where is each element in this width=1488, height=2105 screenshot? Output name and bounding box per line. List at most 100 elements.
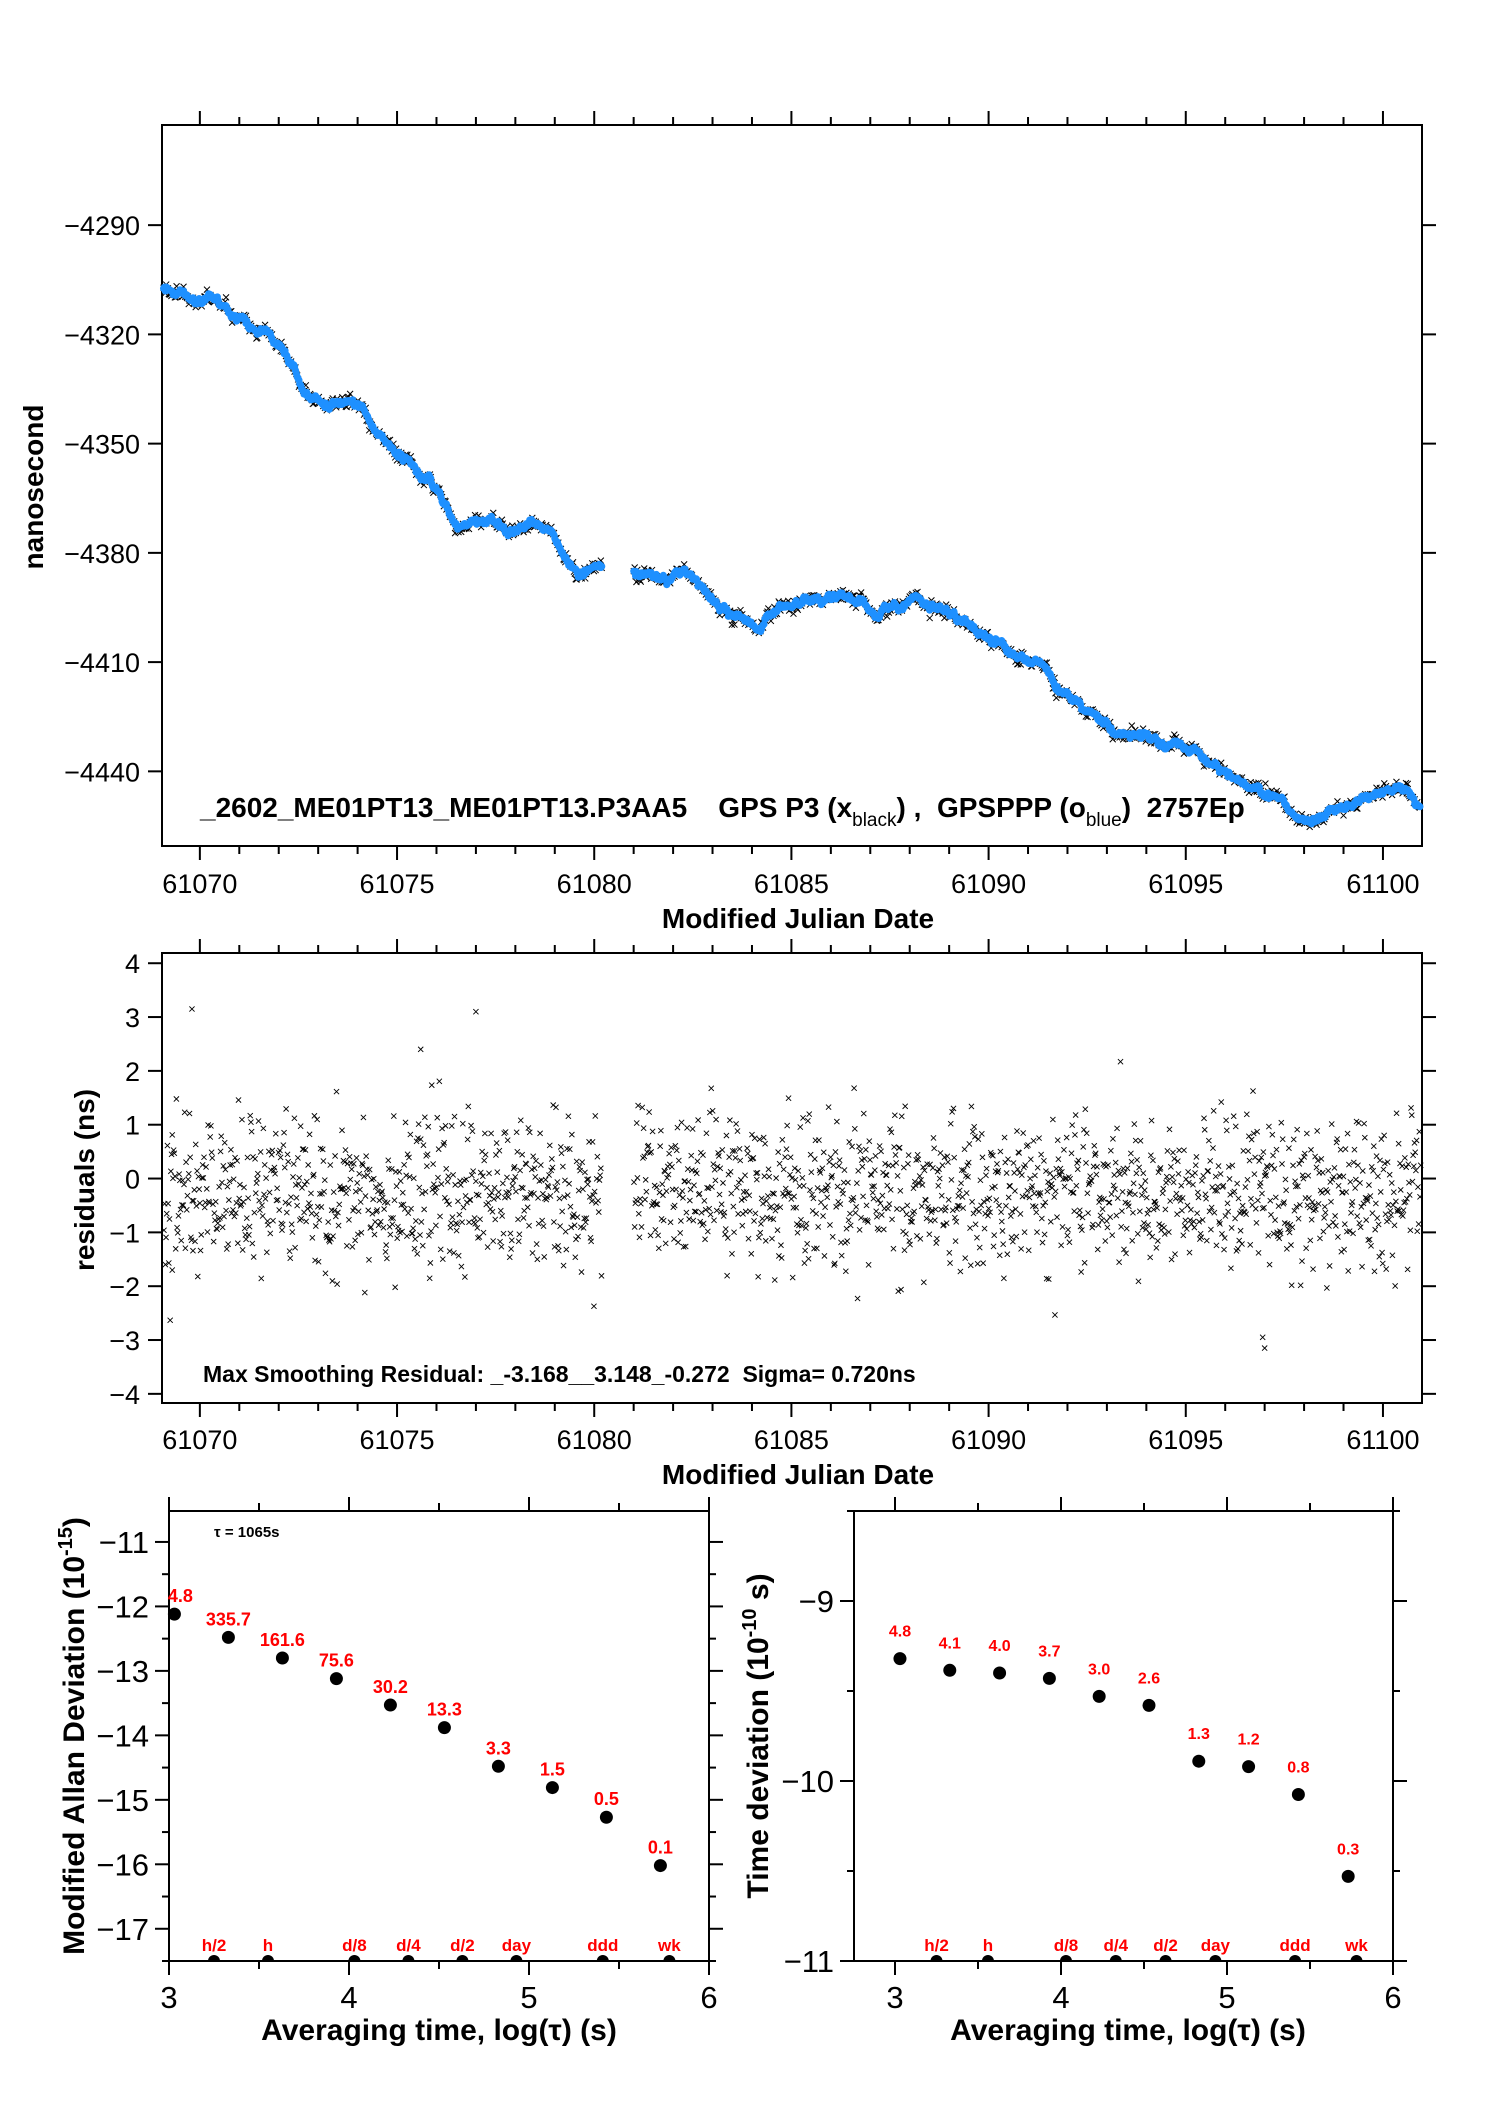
x-tick-label: 61090 xyxy=(951,869,1026,899)
data-point xyxy=(1092,1689,1106,1703)
blue-marker xyxy=(598,562,606,570)
data-point xyxy=(1242,1760,1256,1774)
timescale-label: ddd xyxy=(1279,1936,1310,1955)
data-label: 3.0 xyxy=(1088,1661,1110,1678)
data-point xyxy=(893,1652,907,1666)
data-label: 1.2 xyxy=(1237,1732,1259,1749)
data-point xyxy=(383,1698,397,1712)
timescale-label: h/2 xyxy=(202,1936,227,1955)
y-tick-label: −4350 xyxy=(64,430,140,460)
data-point xyxy=(1042,1671,1056,1685)
x-axis-title: Modified Julian Date xyxy=(662,903,934,934)
x-tick-label: 5 xyxy=(1218,1980,1235,2015)
x-tick-label: 5 xyxy=(520,1980,537,2015)
y-tick-label: −4380 xyxy=(64,539,140,569)
data-point xyxy=(599,1810,613,1824)
x-tick-label: 3 xyxy=(160,1980,177,2015)
x-tick-label: 61100 xyxy=(1346,1425,1419,1455)
x-axis-title: Averaging time, log(τ) (s) xyxy=(950,2014,1306,2047)
data-label: 4.8 xyxy=(168,1586,193,1606)
data-point xyxy=(491,1759,505,1773)
data-point xyxy=(545,1781,559,1795)
x-marker xyxy=(1128,722,1136,730)
data-label: 1.5 xyxy=(540,1760,565,1780)
y-tick-label: −2 xyxy=(109,1272,140,1302)
y-tick-label: −11 xyxy=(99,1525,149,1560)
y-axis-title: Modified Allan Deviation (10-15) xyxy=(55,1517,91,1955)
data-point xyxy=(1341,1869,1355,1883)
x-tick-label: 61100 xyxy=(1346,869,1419,899)
data-point xyxy=(437,1721,451,1735)
y-tick-label: −11 xyxy=(784,1944,834,1979)
timescale-label: d/8 xyxy=(342,1936,367,1955)
data-point xyxy=(167,1607,181,1621)
y-axis-title: nanosecond xyxy=(18,405,49,570)
timescale-label: day xyxy=(502,1936,532,1955)
data-point xyxy=(653,1859,667,1873)
timescale-label: day xyxy=(1201,1936,1231,1955)
x-tick-label: 61080 xyxy=(557,869,632,899)
x-tick-label: 4 xyxy=(1052,1980,1069,2015)
data-point xyxy=(329,1672,343,1686)
tau-note: τ = 1065s xyxy=(214,1524,280,1541)
data-label: 0.8 xyxy=(1287,1760,1309,1777)
y-tick-label: −15 xyxy=(96,1783,149,1818)
data-label: 3.3 xyxy=(486,1738,511,1758)
data-label: 4.8 xyxy=(889,1624,911,1641)
data-point xyxy=(993,1666,1007,1680)
data-marks xyxy=(159,281,1424,831)
y-tick-label: −14 xyxy=(96,1718,149,1753)
data-point xyxy=(1142,1698,1156,1712)
x-tick-label: 61095 xyxy=(1148,869,1223,899)
x-tick-label: 61085 xyxy=(754,869,829,899)
y-tick-label: 1 xyxy=(125,1111,140,1141)
y-tick-label: 3 xyxy=(125,1003,140,1033)
data-point xyxy=(221,1630,235,1644)
data-label: 0.5 xyxy=(594,1789,619,1809)
data-label: 335.7 xyxy=(206,1609,251,1629)
x-tick-label: 61070 xyxy=(162,1425,237,1455)
blue-marker xyxy=(1416,803,1424,811)
data-label: 161.6 xyxy=(260,1630,305,1650)
x-marker xyxy=(883,613,891,620)
axis-ticks: 61070 61075 61080 61085 61090 61095 61100−4290… xyxy=(64,111,1436,899)
x-marker xyxy=(857,589,865,596)
data-point xyxy=(275,1651,289,1665)
y-tick-label: 4 xyxy=(125,949,140,979)
x-tick-label: 61075 xyxy=(359,1425,434,1455)
y-tick-label: −9 xyxy=(799,1584,834,1619)
y-axis-title: residuals (ns) xyxy=(69,1089,100,1271)
x-tick-label: 61080 xyxy=(557,1425,632,1455)
data-point xyxy=(943,1663,957,1677)
data-label: 3.7 xyxy=(1038,1643,1060,1660)
x-tick-label: 4 xyxy=(340,1980,357,2015)
x-tick-label: 61085 xyxy=(754,1425,829,1455)
timescale-label: h/2 xyxy=(924,1936,949,1955)
x-marker xyxy=(1340,812,1347,819)
x-tick-label: 61090 xyxy=(951,1425,1026,1455)
timescale-label: wk xyxy=(657,1936,681,1955)
data-label: 13.3 xyxy=(427,1700,462,1720)
x-axis-title: Modified Julian Date xyxy=(662,1459,934,1490)
timescale-label: d/2 xyxy=(1153,1936,1178,1955)
timescale-label: h xyxy=(983,1936,993,1955)
data-label: 4.1 xyxy=(939,1635,961,1652)
x-marker xyxy=(346,390,354,398)
data-label: 30.2 xyxy=(373,1677,408,1697)
x-tick-label: 6 xyxy=(700,1980,717,2015)
data-label: 75.6 xyxy=(319,1651,354,1671)
y-tick-label: −12 xyxy=(96,1589,149,1624)
y-tick-label: −16 xyxy=(96,1847,149,1882)
data-label: 2.6 xyxy=(1138,1670,1160,1687)
timescale-label: d/2 xyxy=(450,1936,475,1955)
timescale-label: ddd xyxy=(587,1936,618,1955)
x-axis-title: Averaging time, log(τ) (s) xyxy=(261,2014,617,2047)
data-label: 4.0 xyxy=(988,1638,1010,1655)
y-tick-label: −3 xyxy=(109,1326,140,1356)
x-tick-label: 61070 xyxy=(162,869,237,899)
data-point xyxy=(1192,1754,1206,1768)
data-label: 1.3 xyxy=(1188,1726,1210,1743)
x-marker xyxy=(222,294,230,301)
timescale-label: d/4 xyxy=(396,1936,421,1955)
